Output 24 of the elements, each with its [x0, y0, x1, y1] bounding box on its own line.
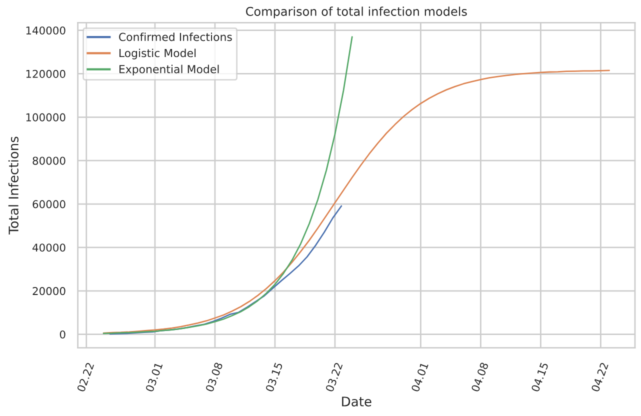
legend-label: Exponential Model	[119, 64, 219, 76]
y-tick-label: 120000	[26, 70, 66, 78]
y-tick-label: 40000	[32, 244, 66, 252]
y-tick-label: 20000	[32, 287, 66, 296]
x-tick-label: 03.08	[205, 362, 223, 392]
y-tick-label: 60000	[32, 200, 66, 208]
x-tick-label: 03.22	[325, 362, 343, 392]
x-tick-label: 04.08	[471, 362, 489, 392]
x-tick-label: 03.01	[145, 362, 163, 392]
line-series	[109, 205, 342, 335]
chart-title: Comparison of total infection models	[246, 6, 467, 18]
x-tick-label: 02.22	[76, 362, 94, 392]
x-tick-label: 04.22	[591, 362, 608, 392]
legend-label: Confirmed Infections	[119, 32, 232, 42]
x-tick-label: 04.01	[411, 362, 428, 392]
x-tick-label: 03.15	[265, 362, 283, 392]
x-axis-title: Date	[342, 396, 372, 406]
x-tick-label: 04.15	[531, 362, 549, 392]
y-tick-label: 80000	[32, 156, 66, 165]
y-axis-title: Total Infections	[8, 136, 18, 234]
y-tick-label: 140000	[26, 26, 66, 35]
y-tick-label: 0	[60, 330, 66, 339]
legend-label: Logistic Model	[119, 48, 196, 60]
y-tick-label: 100000	[26, 113, 66, 122]
